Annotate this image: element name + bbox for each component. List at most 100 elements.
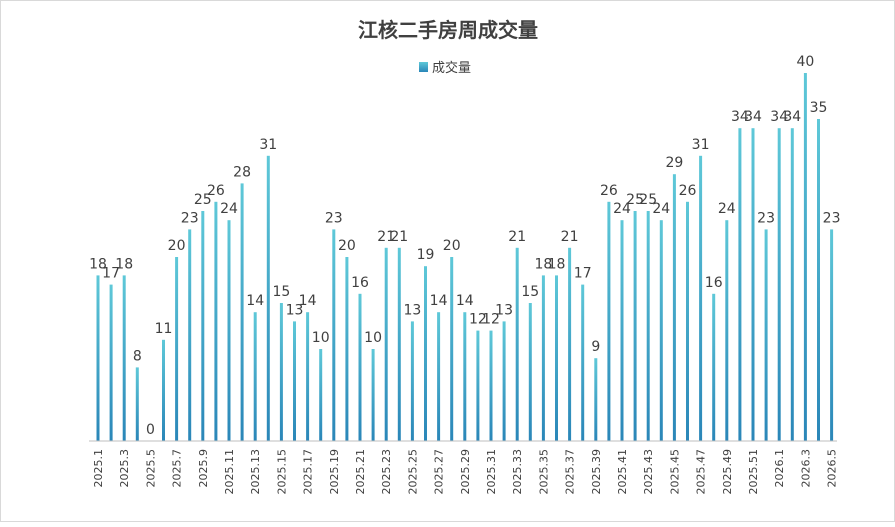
- bar-2025.25[interactable]: [410, 321, 414, 441]
- bar-2025.23[interactable]: [384, 247, 388, 441]
- data-label-2025.40: 26: [600, 183, 618, 199]
- x-tick-2025.23: 2025.23: [380, 449, 393, 495]
- bar-2025.36[interactable]: [555, 275, 558, 441]
- data-label-2025.48: 16: [705, 275, 723, 291]
- bar-2025.12[interactable]: [240, 183, 244, 441]
- x-tick-2025.43: 2025.43: [642, 449, 655, 495]
- bar-2025.20[interactable]: [345, 257, 349, 441]
- data-label-2025.19: 23: [325, 210, 343, 226]
- bar-2025.8[interactable]: [188, 229, 192, 441]
- bar-2026.4[interactable]: [817, 119, 820, 441]
- bar-2025.32[interactable]: [502, 321, 506, 441]
- bar-2026.1[interactable]: [777, 128, 781, 441]
- bar-2025.17[interactable]: [306, 312, 310, 441]
- data-label-2025.51: 34: [744, 109, 762, 125]
- bar-2025.22[interactable]: [371, 349, 375, 441]
- bar-2025.4[interactable]: [135, 367, 139, 441]
- bar-2025.27[interactable]: [437, 312, 441, 441]
- bar-2026.2[interactable]: [790, 128, 794, 441]
- data-label-2025.14: 31: [259, 137, 277, 153]
- bar-2025.40[interactable]: [607, 201, 611, 441]
- bar-2025.44[interactable]: [659, 220, 663, 441]
- data-label-2025.10: 26: [207, 183, 225, 199]
- bar-2025.26[interactable]: [424, 266, 427, 441]
- x-tick-2025.3: 2025.3: [118, 449, 131, 488]
- legend-swatch: [419, 62, 428, 72]
- x-tick-2026.3: 2026.3: [799, 449, 812, 488]
- bar-2025.2[interactable]: [109, 284, 113, 441]
- data-label-2025.44: 24: [652, 201, 670, 217]
- bar-2025.19[interactable]: [332, 229, 336, 441]
- bar-2025.6[interactable]: [162, 339, 165, 441]
- x-tick-2025.15: 2025.15: [275, 449, 288, 495]
- bar-2025.13[interactable]: [253, 312, 257, 441]
- bar-2025.9[interactable]: [201, 211, 205, 441]
- x-tick-2025.5: 2025.5: [144, 449, 157, 488]
- data-label-2025.43: 25: [639, 192, 657, 208]
- data-label-2025.6: 11: [155, 321, 173, 337]
- data-label-2025.29: 14: [456, 293, 474, 309]
- bar-2025.29[interactable]: [463, 312, 467, 441]
- bar-2025.37[interactable]: [568, 247, 572, 441]
- data-label-2025.36: 18: [548, 256, 566, 272]
- data-label-2025.45: 29: [665, 155, 683, 171]
- data-label-2025.8: 23: [181, 210, 199, 226]
- bar-2025.51[interactable]: [751, 128, 755, 441]
- bar-2026.3[interactable]: [803, 73, 807, 441]
- data-label-2025.34: 15: [521, 284, 539, 300]
- x-tick-2025.13: 2025.13: [249, 449, 262, 495]
- bar-2025.47[interactable]: [699, 155, 703, 442]
- bar-2025.35[interactable]: [541, 275, 545, 441]
- data-label-2025.47: 31: [692, 137, 710, 153]
- bar-2025.30[interactable]: [476, 330, 480, 441]
- x-tick-2025.11: 2025.11: [223, 449, 236, 495]
- bar-2025.7[interactable]: [175, 257, 179, 441]
- bar-2025.24[interactable]: [397, 247, 401, 441]
- bar-2025.28[interactable]: [450, 257, 454, 441]
- bar-2025.52[interactable]: [764, 229, 768, 441]
- bar-2025.38[interactable]: [581, 284, 585, 441]
- data-label-2026.1: 34: [770, 109, 788, 125]
- bar-2025.10[interactable]: [214, 201, 218, 441]
- data-label-2025.39: 9: [591, 339, 600, 355]
- data-label-2025.7: 20: [168, 238, 186, 254]
- bar-2025.14[interactable]: [266, 155, 270, 442]
- x-tick-2025.41: 2025.41: [616, 449, 629, 495]
- x-tick-2025.51: 2025.51: [747, 449, 760, 495]
- data-label-2026.4: 35: [810, 100, 828, 116]
- bar-2025.48[interactable]: [712, 293, 716, 441]
- bar-2025.46[interactable]: [686, 201, 689, 441]
- x-tick-2025.31: 2025.31: [485, 449, 498, 495]
- bar-2025.3[interactable]: [122, 275, 126, 441]
- bar-2025.1[interactable]: [96, 275, 100, 441]
- bar-2025.15[interactable]: [279, 303, 283, 441]
- data-label-2025.33: 21: [508, 229, 526, 245]
- bar-2025.33[interactable]: [515, 247, 519, 441]
- bar-2025.42[interactable]: [633, 211, 637, 441]
- bar-2025.49[interactable]: [725, 220, 729, 441]
- bar-2025.31[interactable]: [489, 330, 493, 441]
- bar-2025.18[interactable]: [319, 349, 323, 441]
- bar-2025.21[interactable]: [358, 293, 362, 441]
- data-label-2025.24: 21: [390, 229, 408, 245]
- bar-2025.16[interactable]: [293, 321, 296, 441]
- bar-2025.41[interactable]: [620, 220, 624, 441]
- bar-series: [96, 73, 834, 442]
- data-label-2025.46: 26: [679, 183, 697, 199]
- bar-2025.11[interactable]: [227, 220, 231, 441]
- x-tick-2025.27: 2025.27: [433, 449, 446, 495]
- x-tick-2025.29: 2025.29: [459, 449, 472, 495]
- data-label-2025.27: 14: [430, 293, 448, 309]
- data-label-2025.15: 15: [272, 284, 290, 300]
- bar-2025.45[interactable]: [672, 174, 676, 441]
- bar-2025.50[interactable]: [738, 128, 742, 441]
- bar-2025.34[interactable]: [528, 303, 532, 441]
- data-label-2025.17: 14: [299, 293, 317, 309]
- x-tick-2025.19: 2025.19: [328, 449, 341, 495]
- bar-2025.43[interactable]: [646, 211, 650, 441]
- bar-2025.39[interactable]: [594, 358, 598, 441]
- bar-2026.5[interactable]: [830, 229, 834, 441]
- legend[interactable]: 成交量: [419, 60, 471, 76]
